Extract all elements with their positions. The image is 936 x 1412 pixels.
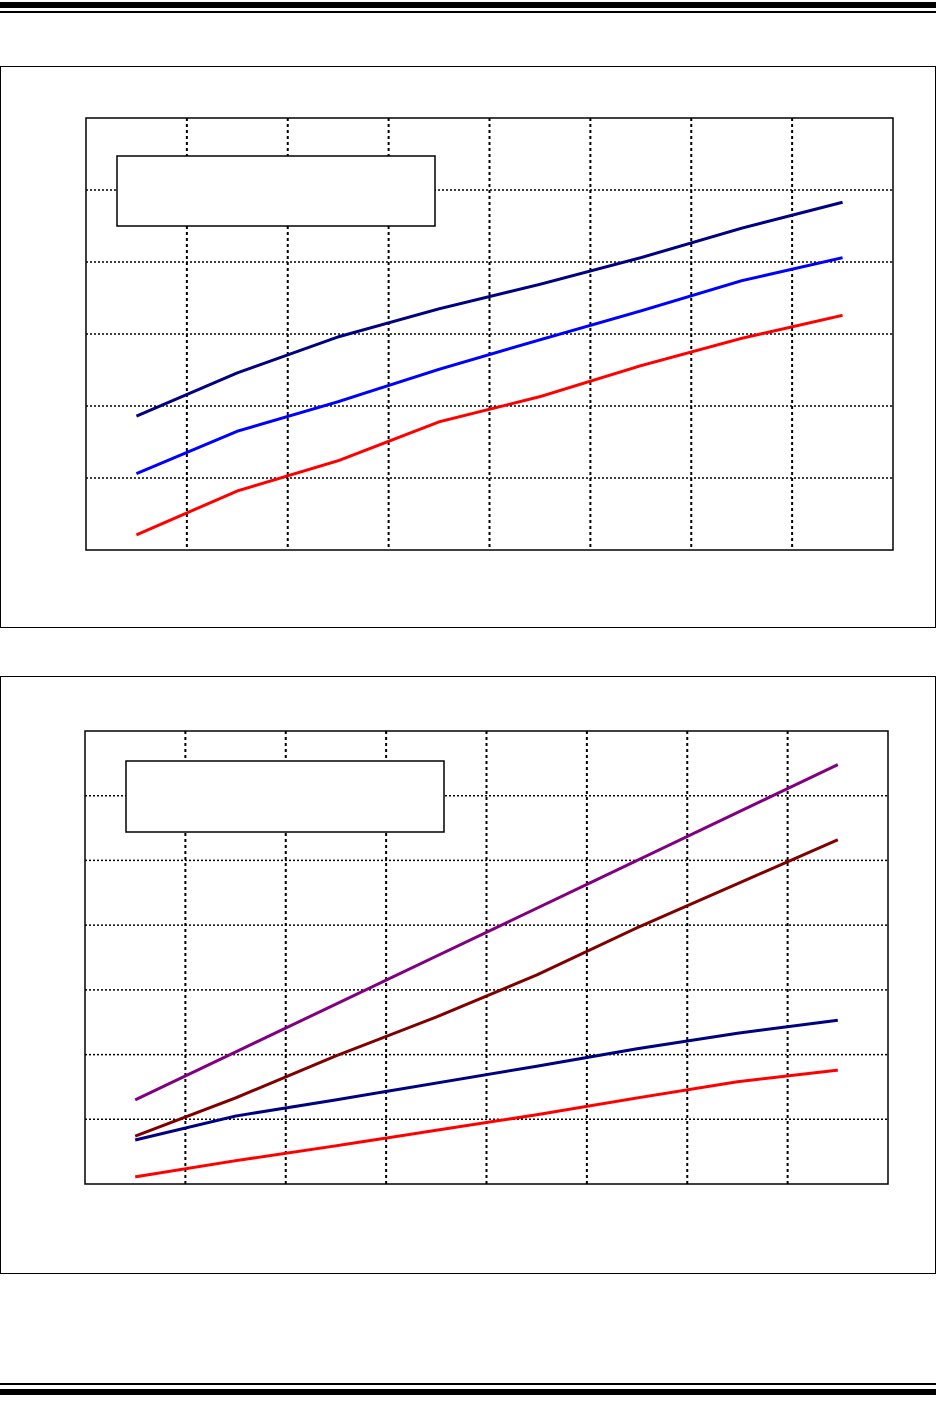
footer-rule-thick [0,1389,936,1395]
chart-2-series-4-line [134,1068,838,1179]
footer-rule-thin [0,1383,936,1385]
chart-1-series-3-line [135,313,843,537]
chart-1-legend-box [116,155,436,227]
chart-2-legend-box [125,760,445,833]
header-rule-thin [0,11,936,13]
header-rule-thick [0,2,936,8]
chart-2-series-1-line [134,763,839,1102]
chart-1-series-1-line [135,200,843,418]
chart-2-plot-area [84,730,889,1185]
chart-1-series-2-line [135,256,843,476]
chart-2-series-3-line [134,1018,839,1142]
chart-1-plot-area [85,117,894,551]
chart-2-series-2-line [134,838,839,1138]
